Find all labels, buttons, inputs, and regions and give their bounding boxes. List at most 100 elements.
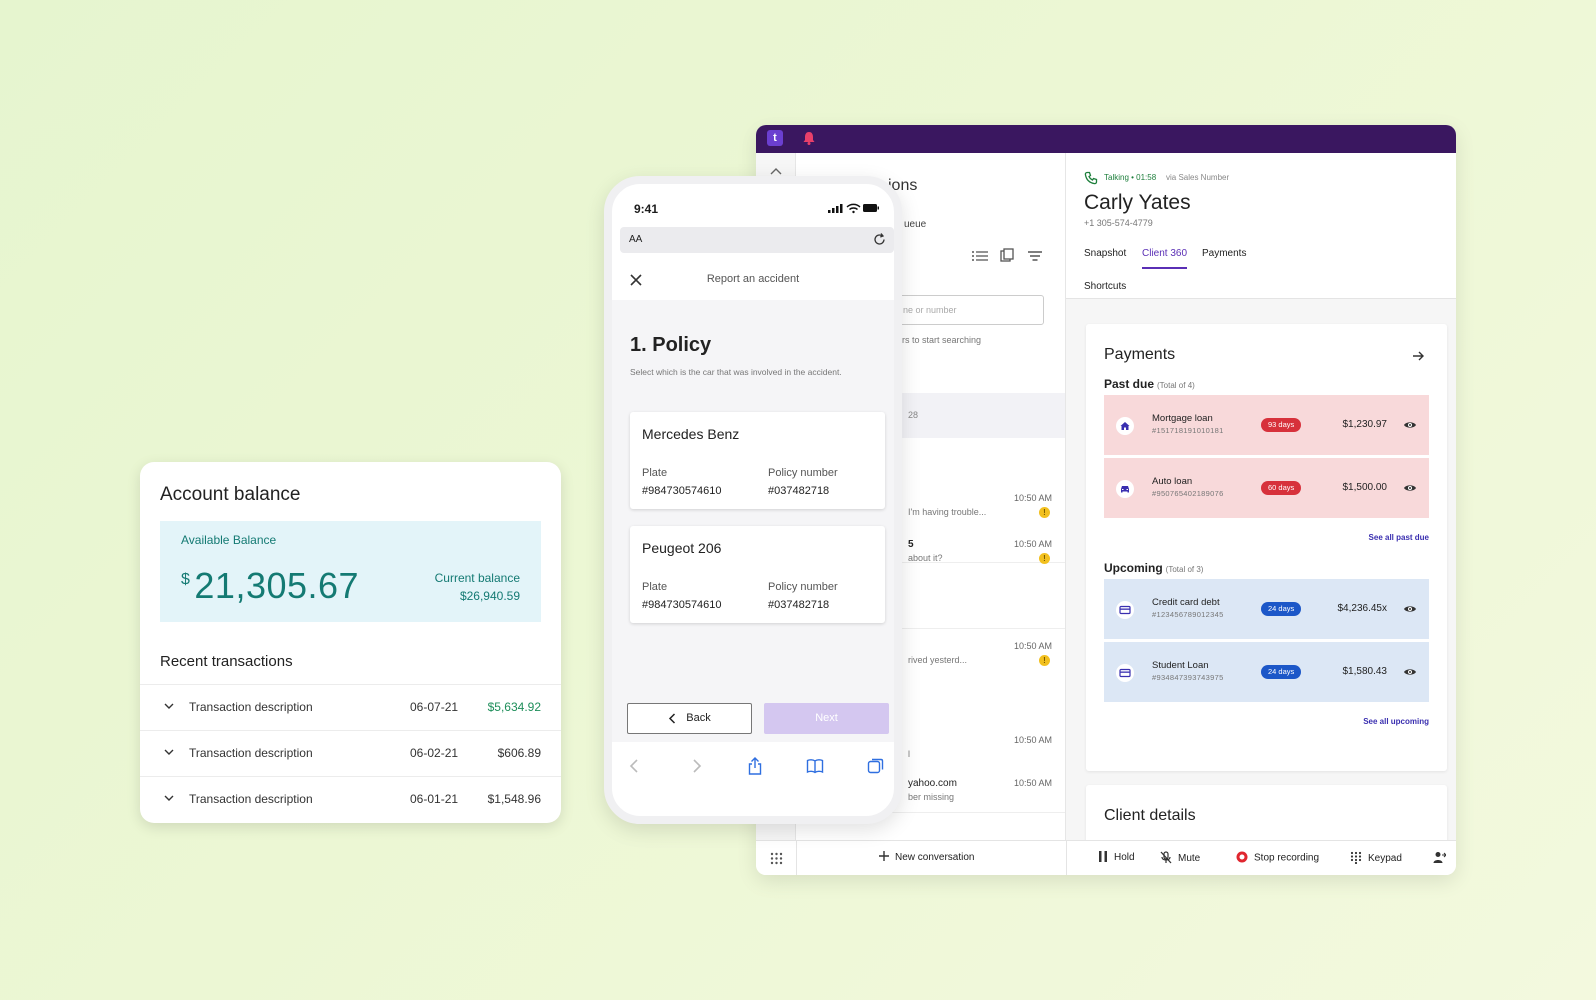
client-details-title: Client details xyxy=(1104,807,1196,824)
recent-transactions-title: Recent transactions xyxy=(160,653,293,670)
next-button[interactable]: Next xyxy=(764,703,889,734)
conversation-name: yahoo.com xyxy=(908,778,957,789)
notification-bell-icon[interactable] xyxy=(802,130,816,146)
days-badge: 24 days xyxy=(1261,602,1302,616)
share-icon[interactable] xyxy=(746,757,764,775)
conversation-item[interactable]: 10:50 AM l xyxy=(796,723,1065,768)
payment-amount: $1,500.00 xyxy=(1342,482,1388,493)
chevron-down-icon[interactable] xyxy=(163,700,175,712)
eye-icon[interactable] xyxy=(1403,666,1417,678)
browser-forward-icon[interactable] xyxy=(687,757,705,775)
transfer-button[interactable] xyxy=(1433,852,1452,865)
payment-amount: $4,236.45x xyxy=(1337,603,1388,614)
new-conversation-button[interactable]: New conversation xyxy=(879,851,975,863)
arrow-right-icon[interactable] xyxy=(1411,349,1425,363)
car-option-card[interactable]: Mercedes Benz Plate #984730574610 Policy… xyxy=(630,412,885,509)
contact-phone: +1 305-574-4779 xyxy=(1084,218,1153,228)
address-bar[interactable]: AA xyxy=(620,227,894,253)
conversation-time: 10:50 AM xyxy=(1013,778,1052,788)
person-transfer-icon xyxy=(1433,852,1447,863)
call-controls-bar: New conversation Hold Mute Stop recordin… xyxy=(756,840,1456,875)
tab-snapshot[interactable]: Snapshot xyxy=(1084,248,1127,259)
conversation-time: 10:50 AM xyxy=(1013,539,1052,549)
payment-row[interactable]: Mortgage loan #151718191010181 93 days $… xyxy=(1104,395,1429,455)
car-option-card[interactable]: Peugeot 206 Plate #984730574610 Policy n… xyxy=(630,526,885,623)
refresh-icon[interactable] xyxy=(872,232,887,247)
conversation-item[interactable]: 5 10:50 AM about it? ! xyxy=(796,529,1065,619)
conversation-item[interactable]: 10:50 AM rived yesterd... ! xyxy=(796,628,1065,718)
queue-label[interactable]: ueue xyxy=(904,219,927,230)
signal-icon xyxy=(828,204,843,213)
call-via: via Sales Number xyxy=(1166,173,1230,182)
app-logo[interactable]: t xyxy=(767,130,783,146)
call-status: Talking • 01:58 xyxy=(1104,173,1157,182)
see-all-past-due-link[interactable]: See all past due xyxy=(1368,533,1429,542)
bookmarks-icon[interactable] xyxy=(806,757,824,775)
text-size-button[interactable]: AA xyxy=(629,234,643,245)
past-due-label: Past due xyxy=(1104,377,1155,391)
payment-name: Student Loan xyxy=(1152,660,1209,671)
eye-icon[interactable] xyxy=(1403,482,1417,494)
transaction-row[interactable]: Transaction description 06-07-21 $5,634.… xyxy=(140,684,561,730)
phone-call-icon xyxy=(1084,171,1098,185)
shortcuts-label[interactable]: Shortcuts xyxy=(1084,281,1127,292)
tab-client-360[interactable]: Client 360 xyxy=(1142,248,1188,269)
chevron-down-icon[interactable] xyxy=(163,746,175,758)
new-conversation-label: New conversation xyxy=(895,852,975,863)
search-hint: rs to start searching xyxy=(902,335,982,345)
see-all-upcoming-link[interactable]: See all upcoming xyxy=(1363,717,1429,726)
conversation-item[interactable]: 10:50 AM I'm having trouble... ! xyxy=(796,483,1065,563)
payment-number: #123456789012345 xyxy=(1152,610,1224,619)
contact-name: Carly Yates xyxy=(1084,191,1191,214)
policy-value: #037482718 xyxy=(768,599,830,611)
call-header: Talking • 01:58 via Sales Number Carly Y… xyxy=(1066,153,1456,299)
payment-number: #151718191010181 xyxy=(1152,426,1224,435)
credit-card-icon xyxy=(1116,664,1134,682)
tabs-icon[interactable] xyxy=(867,757,885,775)
hold-button[interactable]: Hold xyxy=(1098,851,1135,863)
conversation-preview: l xyxy=(908,749,910,759)
transaction-row[interactable]: Transaction description 06-01-21 $1,548.… xyxy=(140,776,561,822)
transaction-description: Transaction description xyxy=(189,792,313,806)
keypad-button[interactable]: Keypad xyxy=(1350,851,1402,865)
stop-recording-button[interactable]: Stop recording xyxy=(1236,851,1319,864)
eye-icon[interactable] xyxy=(1403,603,1417,615)
conversation-preview: rived yesterd... xyxy=(908,655,968,665)
close-icon[interactable] xyxy=(629,273,643,287)
current-balance-value: $26,940.59 xyxy=(459,589,520,603)
payment-number: #950765402189076 xyxy=(1152,489,1224,498)
tab-payments[interactable]: Payments xyxy=(1202,248,1247,259)
payment-amount: $1,580.43 xyxy=(1342,666,1388,677)
mute-label: Mute xyxy=(1178,853,1201,865)
home-icon xyxy=(1116,417,1134,435)
mic-off-icon xyxy=(1160,851,1172,864)
transaction-date: 06-07-21 xyxy=(410,700,459,714)
back-button[interactable]: Back xyxy=(627,703,752,734)
conversation-item[interactable]: yahoo.com 10:50 AM ber missing xyxy=(796,768,1065,813)
payment-name: Credit card debt xyxy=(1152,597,1220,608)
current-balance-label: Current balance xyxy=(434,571,520,585)
mute-button[interactable]: Mute xyxy=(1160,851,1201,865)
chevron-down-icon[interactable] xyxy=(163,792,175,804)
chevron-left-icon xyxy=(668,713,676,724)
list-tools[interactable] xyxy=(970,248,1056,264)
chevron-up-icon[interactable] xyxy=(770,167,782,175)
transaction-amount: $606.89 xyxy=(497,746,541,760)
car-icon xyxy=(1116,480,1134,498)
plate-value: #984730574610 xyxy=(642,599,722,611)
search-input[interactable]: ne or number xyxy=(896,295,1044,325)
balance-summary: Available Balance $21,305.67 Current bal… xyxy=(160,521,541,622)
divider xyxy=(796,841,797,875)
payment-row[interactable]: Student Loan #934847393743975 24 days $1… xyxy=(1104,642,1429,702)
available-balance-label: Available Balance xyxy=(181,533,277,547)
eye-icon[interactable] xyxy=(1403,419,1417,431)
account-balance-card: Account balance Available Balance $21,30… xyxy=(140,462,561,823)
browser-back-icon[interactable] xyxy=(626,757,644,775)
payment-row[interactable]: Auto loan #950765402189076 60 days $1,50… xyxy=(1104,458,1429,518)
payment-row[interactable]: Credit card debt #123456789012345 24 day… xyxy=(1104,579,1429,639)
status-bar: 9:41 xyxy=(612,184,894,224)
available-balance-value: 21,305.67 xyxy=(194,565,360,606)
screen-header: Report an accident xyxy=(612,262,894,302)
apps-grid-icon[interactable] xyxy=(770,852,783,865)
transaction-row[interactable]: Transaction description 06-02-21 $606.89 xyxy=(140,730,561,776)
